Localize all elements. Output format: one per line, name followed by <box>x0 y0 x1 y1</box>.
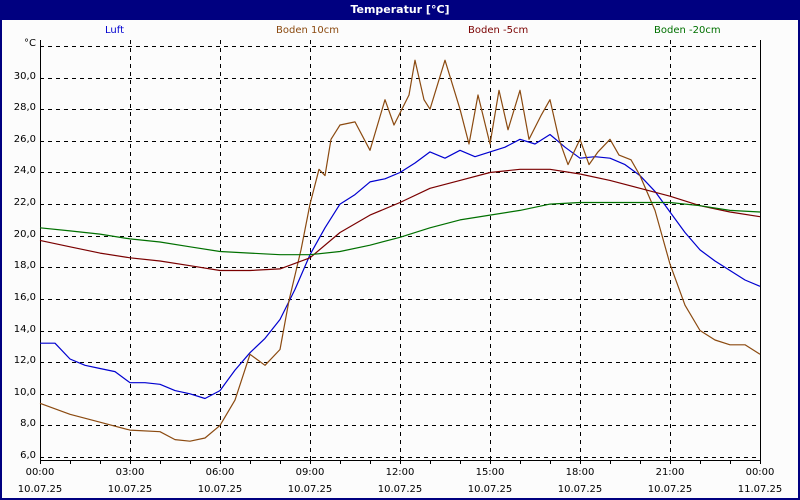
y-tick-label: 14,0 <box>13 323 36 335</box>
x-tick-date: 10.07.25 <box>17 484 63 495</box>
y-tick-label: 30,0 <box>13 70 36 82</box>
y-tick-label: 20,0 <box>13 228 36 240</box>
x-tick-time: 12:00 <box>385 467 415 478</box>
y-tick-label: 6,0 <box>20 450 36 461</box>
x-tick-date: 10.07.25 <box>287 484 333 495</box>
x-tick-time: 00:00 <box>25 467 55 478</box>
series-line-boden-20cm <box>39 201 761 256</box>
y-tick-label: 12,0 <box>13 355 36 367</box>
x-tick-time: 21:00 <box>655 467 685 478</box>
legend-item: Boden -5cm <box>468 25 529 36</box>
y-tick-label: 18,0 <box>13 260 36 272</box>
series-line-boden-5cm <box>39 168 761 272</box>
y-tick-label: 24,0 <box>13 165 36 177</box>
y-tick-label: 16,0 <box>13 291 36 303</box>
x-tick-date: 10.07.25 <box>377 484 423 495</box>
x-tick-time: 00:00 <box>745 467 775 478</box>
x-tick-time: 06:00 <box>205 467 235 478</box>
x-tick-time: 03:00 <box>115 467 145 478</box>
y-tick-label: 22,0 <box>13 197 36 209</box>
x-tick-time: 15:00 <box>475 467 505 478</box>
x-tick-date: 10.07.25 <box>467 484 513 495</box>
chart-title: Temperatur [°C] <box>0 0 800 20</box>
y-tick-label: 28,0 <box>13 102 36 114</box>
x-tick-date: 10.07.25 <box>557 484 603 495</box>
y-axis-unit: °C <box>24 38 36 49</box>
x-tick-date: 10.07.25 <box>107 484 153 495</box>
y-tick-label: 26,0 <box>13 133 36 145</box>
legend-item: Boden -20cm <box>654 25 721 36</box>
y-tick-label: 8,0 <box>20 418 36 430</box>
x-tick-date: 10.07.25 <box>197 484 243 495</box>
x-tick-time: 09:00 <box>295 467 325 478</box>
series-line-boden-10cm <box>39 59 761 442</box>
x-tick-date: 11.07.25 <box>737 484 783 495</box>
x-tick-time: 18:00 <box>565 467 595 478</box>
legend-item: Luft <box>105 25 124 36</box>
x-tick-date: 10.07.25 <box>647 484 693 495</box>
legend-item: Boden 10cm <box>276 25 339 36</box>
y-tick-label: 10,0 <box>13 386 36 398</box>
